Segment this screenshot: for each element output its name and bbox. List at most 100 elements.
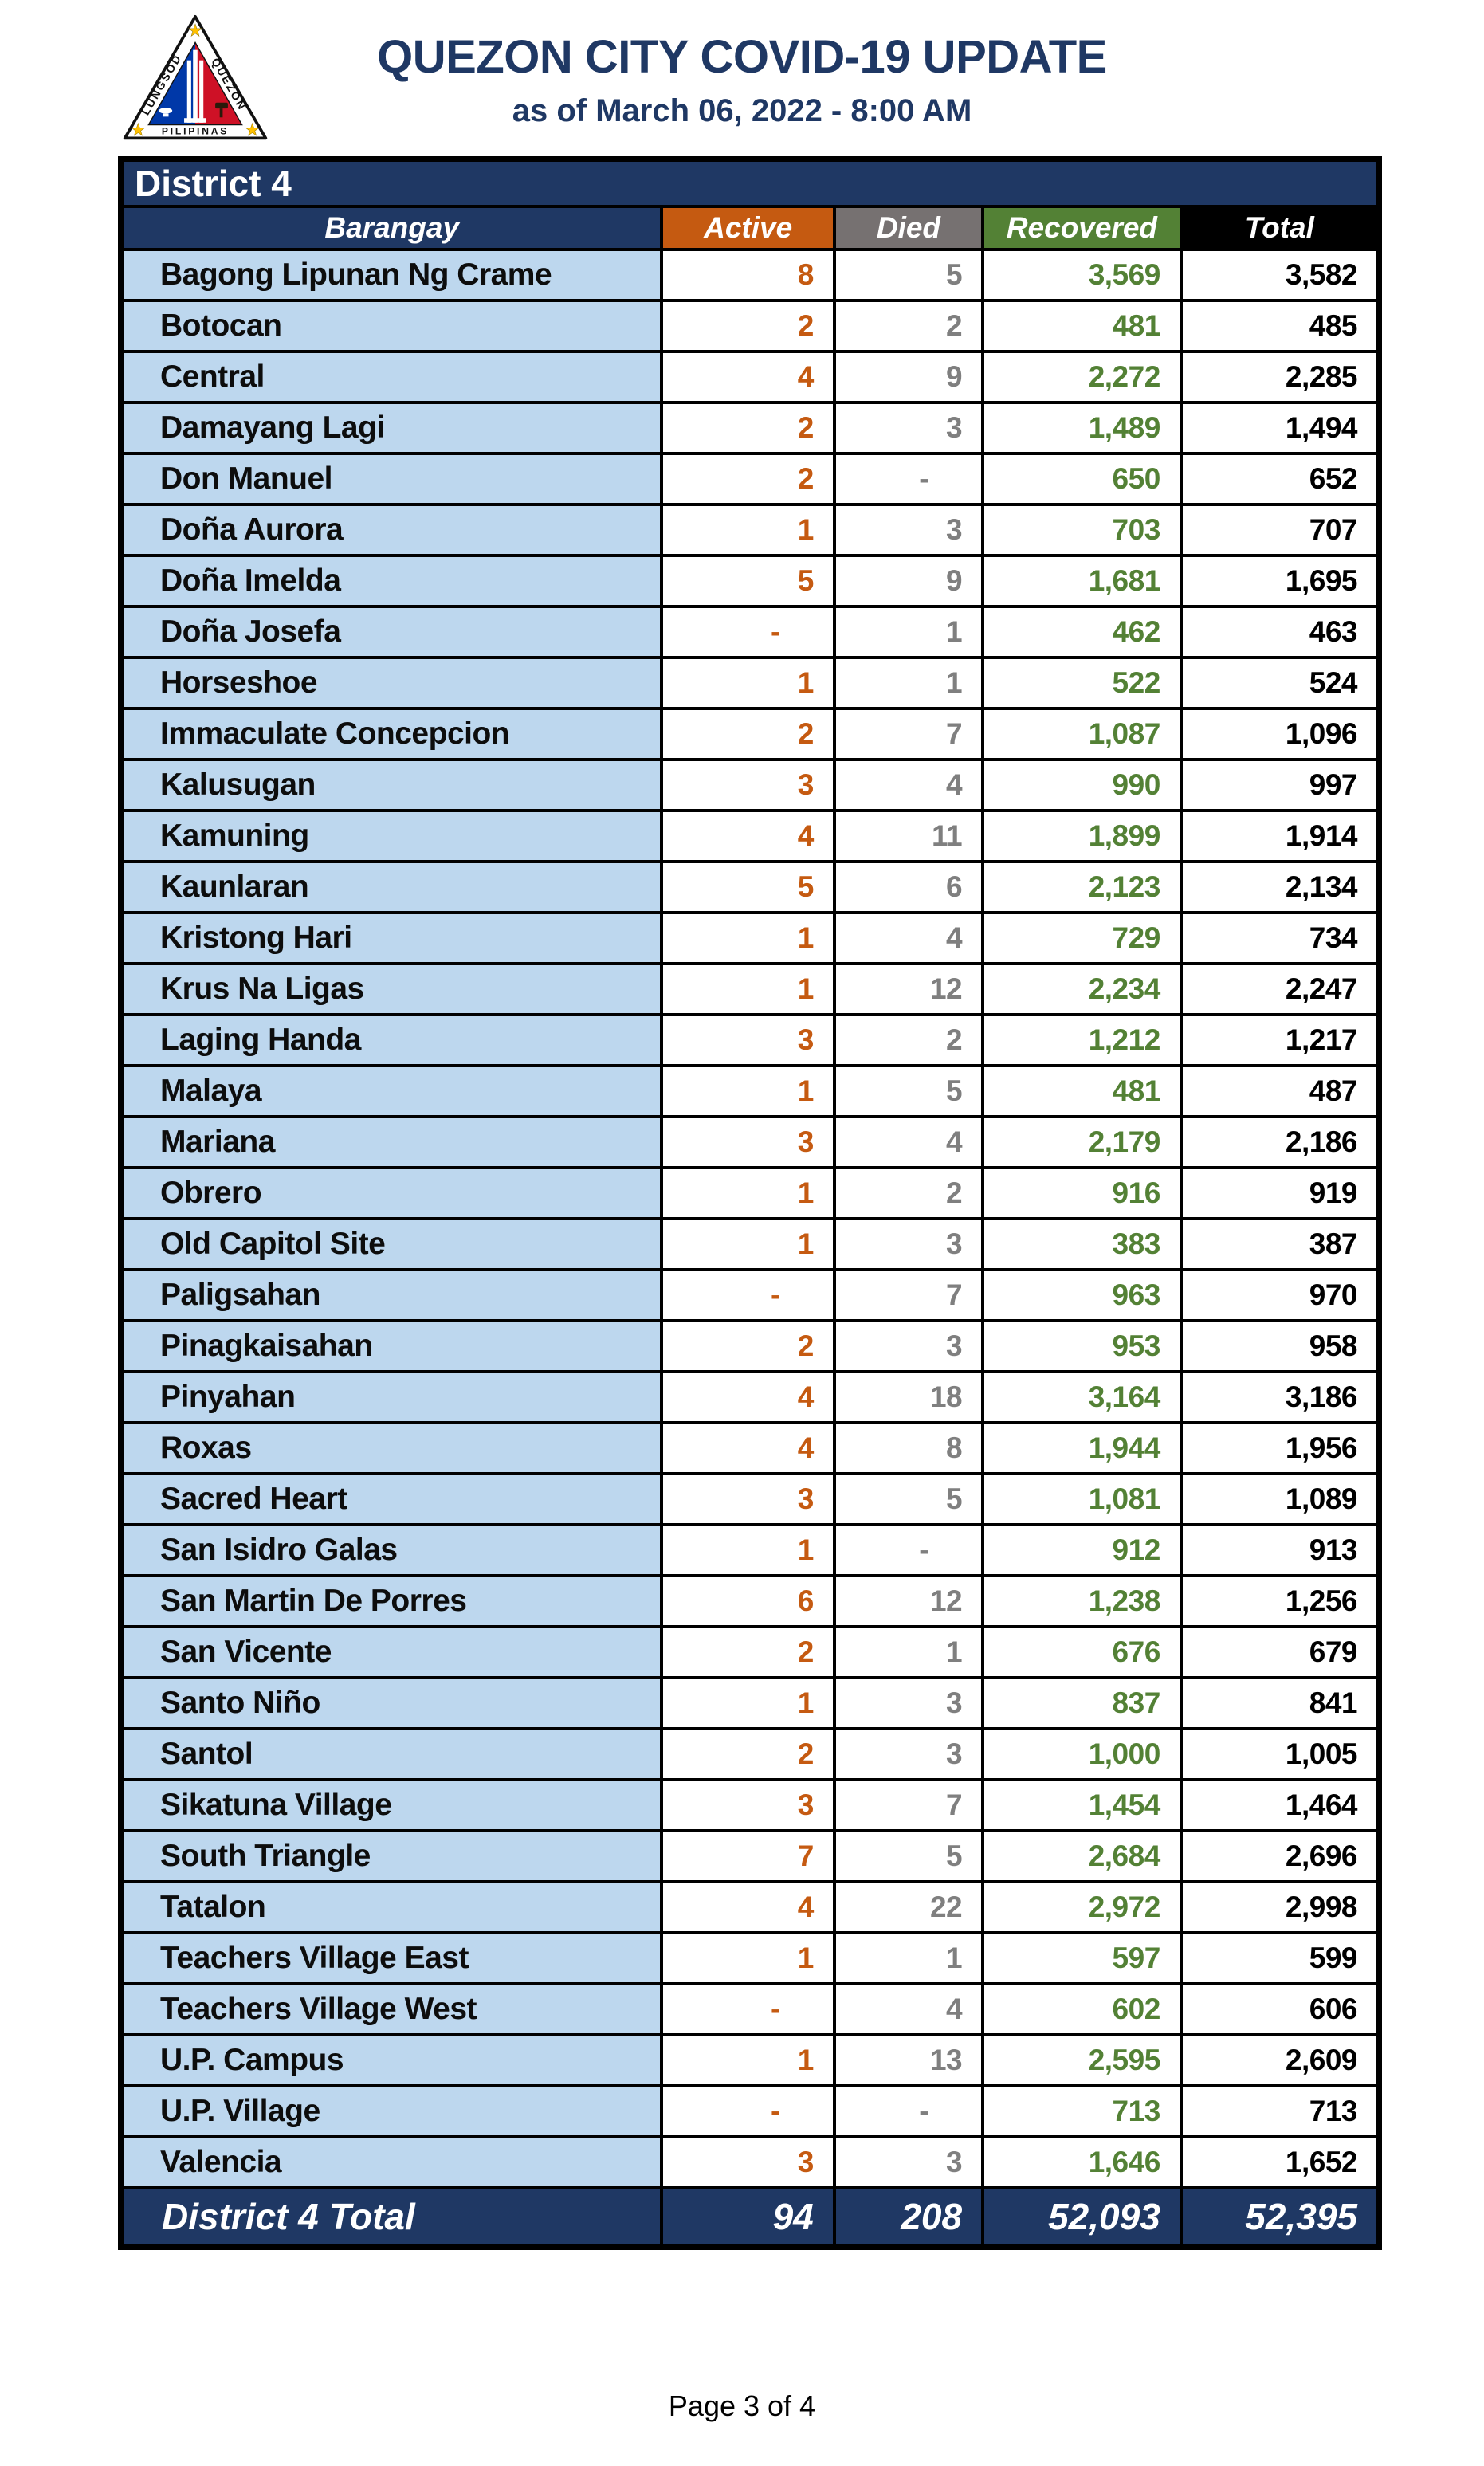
recovered-count-cell: 1,454	[981, 1778, 1183, 1832]
column-header-total: Total	[1179, 205, 1381, 251]
died-count-cell: 3	[832, 1727, 985, 1781]
recovered-count-cell: 953	[981, 1319, 1183, 1373]
recovered-count-cell: 1,899	[981, 809, 1183, 863]
district-header-row: District 4	[119, 157, 1381, 208]
active-count-cell: 4	[660, 1370, 836, 1424]
barangay-name-cell: Sikatuna Village	[119, 1778, 664, 1832]
active-count-cell: 1	[660, 2033, 836, 2087]
seal-inner-outline	[147, 41, 243, 126]
barangay-name-cell: Damayang Lagi	[119, 401, 664, 455]
table-row: San Isidro Galas 1 - 912 913	[119, 1523, 1381, 1577]
table-row: Obrero 1 2 916 919	[119, 1166, 1381, 1220]
recovered-count-cell: 2,234	[981, 962, 1183, 1016]
recovered-count-cell: 2,595	[981, 2033, 1183, 2087]
active-count-cell: 4	[660, 809, 836, 863]
total-count-cell: 3,582	[1179, 248, 1381, 302]
barangay-name-cell: Bagong Lipunan Ng Crame	[119, 248, 664, 302]
total-count-cell: 524	[1179, 656, 1381, 710]
recovered-count-cell: 1,489	[981, 401, 1183, 455]
seal-text-bottom: PILIPINAS	[162, 126, 229, 137]
total-count-cell: 1,695	[1179, 554, 1381, 608]
died-count-cell: 3	[832, 503, 985, 557]
died-count-cell: -	[832, 1523, 985, 1577]
active-count-cell: 3	[660, 1013, 836, 1067]
district-title: District 4	[119, 157, 1381, 208]
barangay-name-cell: Doña Josefa	[119, 605, 664, 659]
recovered-count-cell: 1,212	[981, 1013, 1183, 1067]
barangay-name-cell: San Vicente	[119, 1625, 664, 1679]
total-count-cell: 841	[1179, 1676, 1381, 1730]
recovered-count-cell: 1,000	[981, 1727, 1183, 1781]
active-count-cell: 1	[660, 1217, 836, 1271]
table-row: Bagong Lipunan Ng Crame 8 5 3,569 3,582	[119, 248, 1381, 302]
recovered-count-cell: 1,646	[981, 2135, 1183, 2189]
died-count-cell: 3	[832, 1217, 985, 1271]
recovered-count-cell: 383	[981, 1217, 1183, 1271]
active-count-cell: 3	[660, 758, 836, 812]
table-row: Sacred Heart 3 5 1,081 1,089	[119, 1472, 1381, 1526]
total-died-value: 208	[832, 2186, 985, 2248]
total-count-cell: 2,247	[1179, 962, 1381, 1016]
total-count-cell: 3,186	[1179, 1370, 1381, 1424]
barangay-name-cell: Tatalon	[119, 1880, 664, 1934]
recovered-count-cell: 837	[981, 1676, 1183, 1730]
qc-seal-logo: LUNGSOD QUEZON PILIPINAS	[123, 14, 268, 140]
table-row: Sikatuna Village 3 7 1,454 1,464	[119, 1778, 1381, 1832]
recovered-count-cell: 1,238	[981, 1574, 1183, 1628]
star-icon	[245, 122, 260, 136]
total-count-cell: 707	[1179, 503, 1381, 557]
table-row: Paligsahan - 7 963 970	[119, 1268, 1381, 1322]
total-count-cell: 1,956	[1179, 1421, 1381, 1475]
star-icon	[131, 122, 146, 136]
active-count-cell: 2	[660, 299, 836, 353]
total-count-cell: 2,609	[1179, 2033, 1381, 2087]
recovered-count-cell: 2,684	[981, 1829, 1183, 1883]
column-header-active: Active	[660, 205, 836, 251]
active-count-cell: -	[660, 605, 836, 659]
active-count-cell: 7	[660, 1829, 836, 1883]
recovered-count-cell: 916	[981, 1166, 1183, 1220]
recovered-count-cell: 703	[981, 503, 1183, 557]
active-count-cell: 2	[660, 1319, 836, 1373]
active-count-cell: 1	[660, 1523, 836, 1577]
died-count-cell: 9	[832, 554, 985, 608]
barangay-name-cell: Santo Niño	[119, 1676, 664, 1730]
recovered-count-cell: 650	[981, 452, 1183, 506]
barangay-name-cell: Pinyahan	[119, 1370, 664, 1424]
table-row: Malaya 1 5 481 487	[119, 1064, 1381, 1118]
table-row: Tatalon 4 22 2,972 2,998	[119, 1880, 1381, 1934]
active-count-cell: 2	[660, 707, 836, 761]
total-count-cell: 1,217	[1179, 1013, 1381, 1067]
active-count-cell: 4	[660, 1421, 836, 1475]
recovered-count-cell: 597	[981, 1931, 1183, 1985]
total-count-cell: 734	[1179, 911, 1381, 965]
total-total-value: 52,395	[1179, 2186, 1381, 2248]
recovered-count-cell: 481	[981, 1064, 1183, 1118]
active-count-cell: 1	[660, 1676, 836, 1730]
barangay-name-cell: Valencia	[119, 2135, 664, 2189]
barangay-name-cell: Old Capitol Site	[119, 1217, 664, 1271]
recovered-count-cell: 912	[981, 1523, 1183, 1577]
barangay-name-cell: Kalusugan	[119, 758, 664, 812]
active-count-cell: -	[660, 2084, 836, 2138]
barangay-name-cell: Laging Handa	[119, 1013, 664, 1067]
total-count-cell: 485	[1179, 299, 1381, 353]
recovered-count-cell: 2,179	[981, 1115, 1183, 1169]
total-count-cell: 1,464	[1179, 1778, 1381, 1832]
table-row: Teachers Village East 1 1 597 599	[119, 1931, 1381, 1985]
died-count-cell: 7	[832, 707, 985, 761]
recovered-count-cell: 2,272	[981, 350, 1183, 404]
active-count-cell: 2	[660, 1625, 836, 1679]
died-count-cell: 12	[832, 962, 985, 1016]
active-count-cell: 2	[660, 401, 836, 455]
total-count-cell: 913	[1179, 1523, 1381, 1577]
active-count-cell: 3	[660, 1778, 836, 1832]
died-count-cell: 1	[832, 1625, 985, 1679]
table-row: Kamuning 4 11 1,899 1,914	[119, 809, 1381, 863]
total-count-cell: 970	[1179, 1268, 1381, 1322]
total-count-cell: 599	[1179, 1931, 1381, 1985]
total-count-cell: 2,134	[1179, 860, 1381, 914]
star-icon	[188, 23, 202, 37]
died-count-cell: 6	[832, 860, 985, 914]
total-count-cell: 679	[1179, 1625, 1381, 1679]
